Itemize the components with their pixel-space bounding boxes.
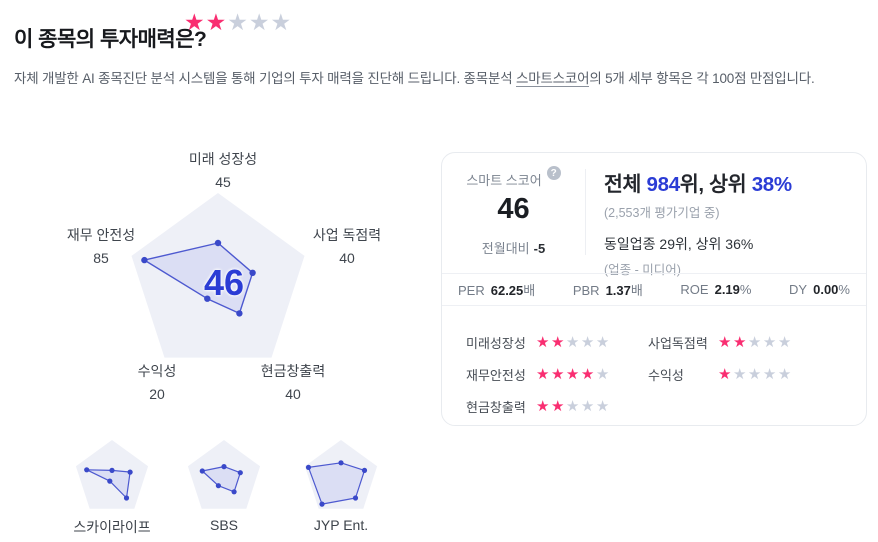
star-icon: ★ [777, 365, 793, 383]
smart-score-value: 46 [497, 193, 530, 225]
star-rating: ★★★★★ [536, 335, 611, 350]
star-icon: ★ [550, 365, 566, 383]
peer-mini-chart-jyp[interactable]: JYP Ent. [286, 437, 396, 533]
star-icon: ★ [595, 397, 611, 415]
star-icon: ★ [227, 9, 249, 35]
star-icon: ★ [732, 365, 748, 383]
star-icon: ★ [762, 365, 778, 383]
rating-business-monopoly: 사업독점력 ★★★★★ [648, 333, 793, 351]
overall-star-rating: ★★★★★ [184, 8, 292, 36]
vertical-divider [585, 169, 586, 255]
star-icon: ★ [718, 333, 733, 351]
industry-rank-line: 동일업종 29위, 상위 36% [604, 236, 754, 252]
star-icon: ★ [732, 333, 748, 351]
metric-dy: DY 0.00% [789, 282, 850, 297]
peer-mini-chart-skylife[interactable]: 스카이라이프 [57, 437, 167, 537]
peer-name: 스카이라이프 [73, 519, 151, 535]
star-icon: ★ [550, 333, 566, 351]
metric-pbr: PBR 1.37배 [572, 283, 643, 298]
rating-future-growth: 미래성장성 ★★★★★ [466, 333, 611, 351]
description-pre: 자체 개발한 AI 종목진단 분석 시스템을 통해 기업의 투자 매력을 진단해… [14, 70, 516, 86]
mom-change-value: -5 [533, 241, 546, 256]
smart-score-label: 스마트 스코어 [466, 173, 542, 188]
star-icon: ★ [580, 397, 596, 415]
description-post: 의 5개 세부 항목은 각 100점 만점입니다. [589, 70, 815, 86]
radar-center-score: 46 [203, 262, 245, 303]
star-icon: ★ [777, 333, 793, 351]
star-rating: ★★★★★ [718, 335, 793, 350]
smart-score-card: 스마트 스코어 ? 46 전월대비 -5 전체 984위, 상위 38% (2,5… [441, 152, 867, 426]
overall-rank-value: 984 [646, 173, 681, 196]
star-icon: ★ [580, 365, 596, 383]
overall-percentile-value: 38% [751, 173, 792, 196]
overall-rank-line: 전체 984위, 상위 38% [604, 173, 792, 196]
mini-radar-svg [304, 440, 378, 509]
peer-name: JYP Ent. [313, 517, 369, 533]
axis-label-business-monopoly: 사업 독점력 40 [312, 227, 382, 266]
rating-financial-safety: 재무안전성 ★★★★★ [466, 365, 611, 383]
star-icon: ★ [747, 333, 763, 351]
star-icon: ★ [536, 397, 551, 415]
star-icon: ★ [550, 397, 566, 415]
star-icon: ★ [536, 333, 551, 351]
peer-name: SBS [209, 517, 238, 533]
rating-cash-generation: 현금창출력 ★★★★★ [466, 397, 611, 415]
overall-rank-note: (2,553개 평가기업 중) [604, 206, 720, 220]
mini-radar-svg [75, 440, 149, 509]
page-title: 이 종목의 투자매력은? [14, 28, 207, 52]
description: 자체 개발한 AI 종목진단 분석 시스템을 통해 기업의 투자 매력을 진단해… [14, 67, 815, 87]
metric-per: PER 62.25배 [458, 283, 536, 298]
star-icon: ★ [565, 333, 581, 351]
star-icon: ★ [205, 9, 228, 35]
sub-item-ratings: 미래성장성 ★★★★★ 사업독점력 ★★★★★ 재무안전성 ★★★★★ 수익성 … [442, 306, 866, 425]
mini-radar-svg [187, 440, 261, 509]
axis-label-profitability: 수익성 20 [137, 363, 177, 402]
radar-pentagon-svg [131, 193, 305, 358]
smartscore-term-link[interactable]: 스마트스코어 [516, 70, 590, 87]
metric-roe: ROE 2.19% [680, 282, 752, 297]
ranking-info: 전체 984위, 상위 38% (2,553개 평가기업 중) 동일업종 29위… [604, 167, 852, 278]
help-icon[interactable]: ? [546, 166, 561, 180]
axis-label-financial-safety: 재무 안전성 85 [66, 227, 136, 266]
star-icon: ★ [718, 365, 733, 383]
star-icon: ★ [184, 9, 206, 35]
peer-mini-chart-sbs[interactable]: SBS [169, 437, 279, 533]
axis-label-cash-generation: 현금창출력 40 [260, 363, 326, 402]
smart-score-summary: 스마트 스코어 ? 46 전월대비 -5 [442, 153, 585, 273]
star-icon: ★ [595, 365, 611, 383]
star-icon: ★ [270, 9, 293, 35]
star-icon: ★ [536, 365, 551, 383]
star-icon: ★ [565, 397, 581, 415]
valuation-metrics-row: PER 62.25배 PBR 1.37배 ROE 2.19% DY 0.00% [442, 273, 866, 306]
star-icon: ★ [762, 333, 778, 351]
month-over-month: 전월대비 -5 [481, 241, 546, 256]
star-icon: ★ [248, 9, 271, 35]
star-icon: ★ [595, 333, 611, 351]
star-rating: ★★★★★ [536, 399, 611, 414]
rating-profitability: 수익성 ★★★★★ [648, 365, 793, 383]
star-icon: ★ [565, 365, 581, 383]
star-rating: ★★★★★ [536, 367, 611, 382]
star-icon: ★ [747, 365, 763, 383]
axis-label-future-growth: 미래 성장성 45 [188, 151, 258, 190]
star-rating: ★★★★★ [718, 367, 793, 382]
star-icon: ★ [580, 333, 596, 351]
